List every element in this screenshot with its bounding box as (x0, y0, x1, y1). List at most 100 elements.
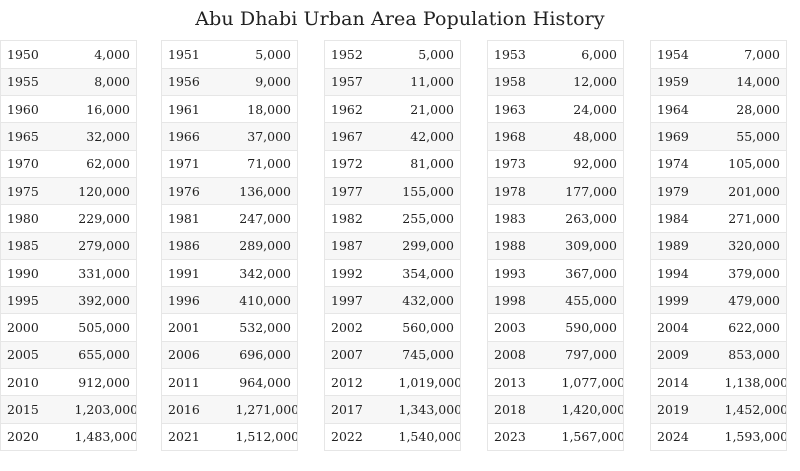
table-row: 1975 120,000 (1, 177, 136, 206)
year-cell: 1961 (162, 95, 230, 124)
year-cell: 1967 (325, 122, 393, 151)
year-cell: 2014 (651, 368, 719, 397)
year-cell: 1960 (1, 95, 69, 124)
year-cell: 1989 (651, 232, 719, 260)
table-row: 1985 279,000 (1, 232, 136, 260)
population-column-2: 1951 5,000 1956 9,000 1961 18,000 1966 37,000 19… (161, 40, 298, 451)
population-cell: 479,000 (718, 286, 786, 315)
table-row: 1951 5,000 (162, 41, 297, 69)
population-cell: 9,000 (229, 68, 297, 97)
population-cell: 42,000 (392, 122, 460, 151)
year-cell: 1980 (1, 204, 69, 233)
table-row: 1996 410,000 (162, 286, 297, 315)
table-row: 1957 11,000 (325, 68, 460, 97)
year-cell: 1995 (1, 286, 69, 315)
population-column-4: 1953 6,000 1958 12,000 1963 24,000 1968 48,000 1… (487, 40, 624, 451)
population-cell: 505,000 (68, 313, 136, 342)
population-cell: 5,000 (229, 41, 297, 69)
year-cell: 1954 (651, 41, 719, 69)
table-row: 1999 479,000 (651, 286, 786, 315)
year-cell: 1993 (488, 259, 556, 288)
population-cell: 797,000 (555, 341, 623, 370)
table-row: 2001 532,000 (162, 313, 297, 342)
year-cell: 2000 (1, 313, 69, 342)
table-row: 1987 299,000 (325, 232, 460, 260)
population-cell: 410,000 (229, 286, 297, 315)
table-row: 1967 42,000 (325, 122, 460, 151)
year-cell: 1998 (488, 286, 556, 315)
population-cell: 6,000 (555, 41, 623, 69)
year-cell: 1959 (651, 68, 719, 97)
population-cell: 14,000 (718, 68, 786, 97)
population-table: 1952 5,000 1957 11,000 1962 21,000 1967 42,000 1… (325, 41, 460, 451)
year-cell: 2010 (1, 368, 69, 397)
population-column-3: 1952 5,000 1957 11,000 1962 21,000 1967 42,000 1… (324, 40, 461, 451)
population-cell: 1,567,000 (555, 423, 623, 451)
table-row: 1970 62,000 (1, 150, 136, 178)
table-row: 1983 263,000 (488, 204, 623, 233)
year-cell: 1956 (162, 68, 230, 97)
population-cell: 1,540,000 (392, 423, 460, 451)
year-cell: 1994 (651, 259, 719, 288)
year-cell: 1982 (325, 204, 393, 233)
population-cell: 331,000 (68, 259, 136, 288)
population-cell: 455,000 (555, 286, 623, 315)
population-cell: 21,000 (392, 95, 460, 124)
table-row: 2013 1,077,000 (488, 368, 623, 397)
table-row: 1955 8,000 (1, 68, 136, 97)
table-row: 2021 1,512,000 (162, 423, 297, 451)
year-cell: 2015 (1, 395, 69, 424)
table-row: 2000 505,000 (1, 313, 136, 342)
page-title: Abu Dhabi Urban Area Population History (195, 8, 605, 30)
year-cell: 2019 (651, 395, 719, 424)
year-cell: 1992 (325, 259, 393, 288)
population-table: 1950 4,000 1955 8,000 1960 16,000 1965 32,000 19… (1, 41, 136, 451)
table-row: 1989 320,000 (651, 232, 786, 260)
population-cell: 1,452,000 (718, 395, 786, 424)
table-row: 2004 622,000 (651, 313, 786, 342)
population-cell: 62,000 (68, 150, 136, 178)
population-cell: 1,077,000 (555, 368, 623, 397)
table-row: 1997 432,000 (325, 286, 460, 315)
population-cell: 1,593,000 (718, 423, 786, 451)
table-row: 1991 342,000 (162, 259, 297, 288)
population-cell: 912,000 (68, 368, 136, 397)
population-cell: 271,000 (718, 204, 786, 233)
year-cell: 1953 (488, 41, 556, 69)
table-row: 1977 155,000 (325, 177, 460, 206)
population-cell: 120,000 (68, 177, 136, 206)
table-row: 1995 392,000 (1, 286, 136, 315)
population-cell: 105,000 (718, 150, 786, 178)
population-cell: 16,000 (68, 95, 136, 124)
table-row: 1964 28,000 (651, 95, 786, 124)
year-cell: 2005 (1, 341, 69, 370)
population-cell: 4,000 (68, 41, 136, 69)
year-cell: 2006 (162, 341, 230, 370)
table-row: 2020 1,483,000 (1, 423, 136, 451)
population-cell: 279,000 (68, 232, 136, 260)
population-column-1: 1950 4,000 1955 8,000 1960 16,000 1965 32,000 19… (0, 40, 137, 451)
population-cell: 560,000 (392, 313, 460, 342)
year-cell: 1964 (651, 95, 719, 124)
year-cell: 1972 (325, 150, 393, 178)
table-row: 1956 9,000 (162, 68, 297, 97)
population-cell: 32,000 (68, 122, 136, 151)
table-row: 1974 105,000 (651, 150, 786, 178)
table-row: 2023 1,567,000 (488, 423, 623, 451)
table-row: 1998 455,000 (488, 286, 623, 315)
year-cell: 2003 (488, 313, 556, 342)
table-row: 1950 4,000 (1, 41, 136, 69)
population-cell: 392,000 (68, 286, 136, 315)
population-cell: 92,000 (555, 150, 623, 178)
table-row: 2024 1,593,000 (651, 423, 786, 451)
table-row: 1968 48,000 (488, 122, 623, 151)
year-cell: 2016 (162, 395, 230, 424)
year-cell: 2004 (651, 313, 719, 342)
population-cell: 71,000 (229, 150, 297, 178)
table-row: 1972 81,000 (325, 150, 460, 178)
table-row: 1954 7,000 (651, 41, 786, 69)
table-row: 2015 1,203,000 (1, 395, 136, 424)
population-cell: 1,512,000 (229, 423, 297, 451)
population-cell: 289,000 (229, 232, 297, 260)
population-cell: 155,000 (392, 177, 460, 206)
